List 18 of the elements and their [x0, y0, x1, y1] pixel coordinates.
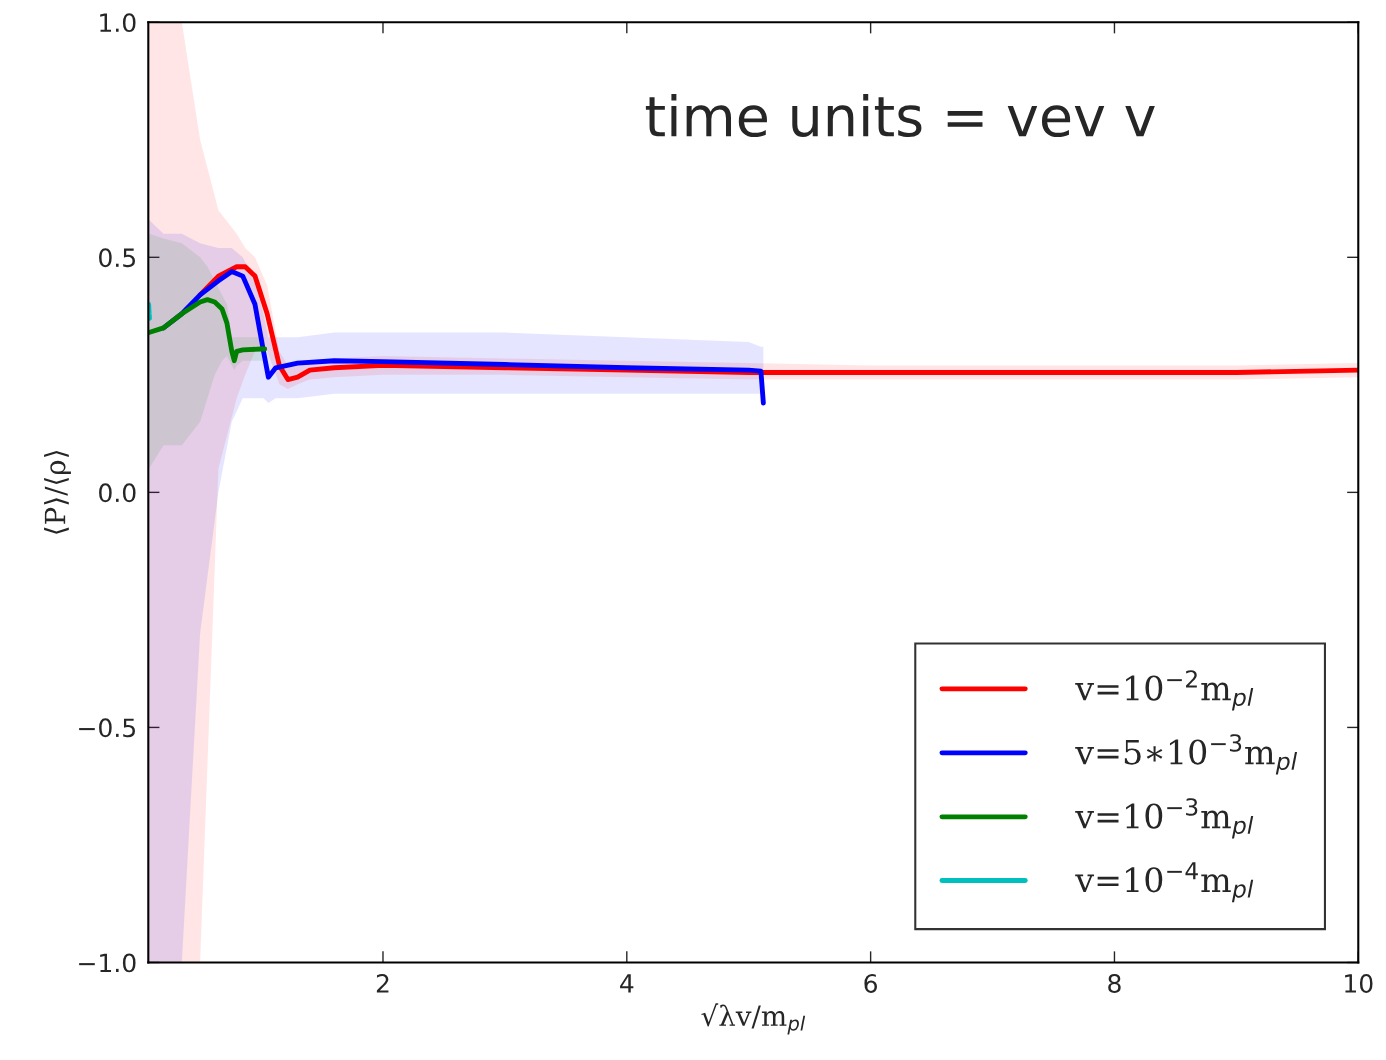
y-tick-label: −1.0 [79, 953, 136, 973]
y-tick-label: 0.0 [99, 483, 136, 503]
x-tick-label: 4 [620, 974, 634, 993]
x-tick-label: 8 [1108, 974, 1121, 993]
y-tick-label: −0.5 [79, 718, 136, 738]
y-tick-label: 0.5 [99, 248, 136, 268]
y-axis-title: ⟨P⟩/⟨ρ⟩ [44, 450, 71, 534]
annotation: time units = vev v [645, 94, 1155, 138]
legend-label: v=10$^{−2}$m$_{pl}$ [1075, 670, 1254, 711]
x-tick-label: 10 [1345, 974, 1373, 993]
y-tick-label: 1.0 [100, 13, 136, 33]
x-tick-label: 2 [376, 974, 389, 993]
x-tick-label: 6 [864, 974, 878, 993]
legend-label: v=5∗10$^{−3}$m$_{pl}$ [1075, 734, 1298, 775]
legend-label: v=10$^{−3}$m$_{pl}$ [1075, 798, 1254, 839]
line-series [148, 297, 268, 364]
x-axis-title: √λv/m$_{pl}$ [701, 1003, 806, 1035]
legend-label: v=10$^{−4}$m$_{pl}$ [1075, 862, 1254, 903]
